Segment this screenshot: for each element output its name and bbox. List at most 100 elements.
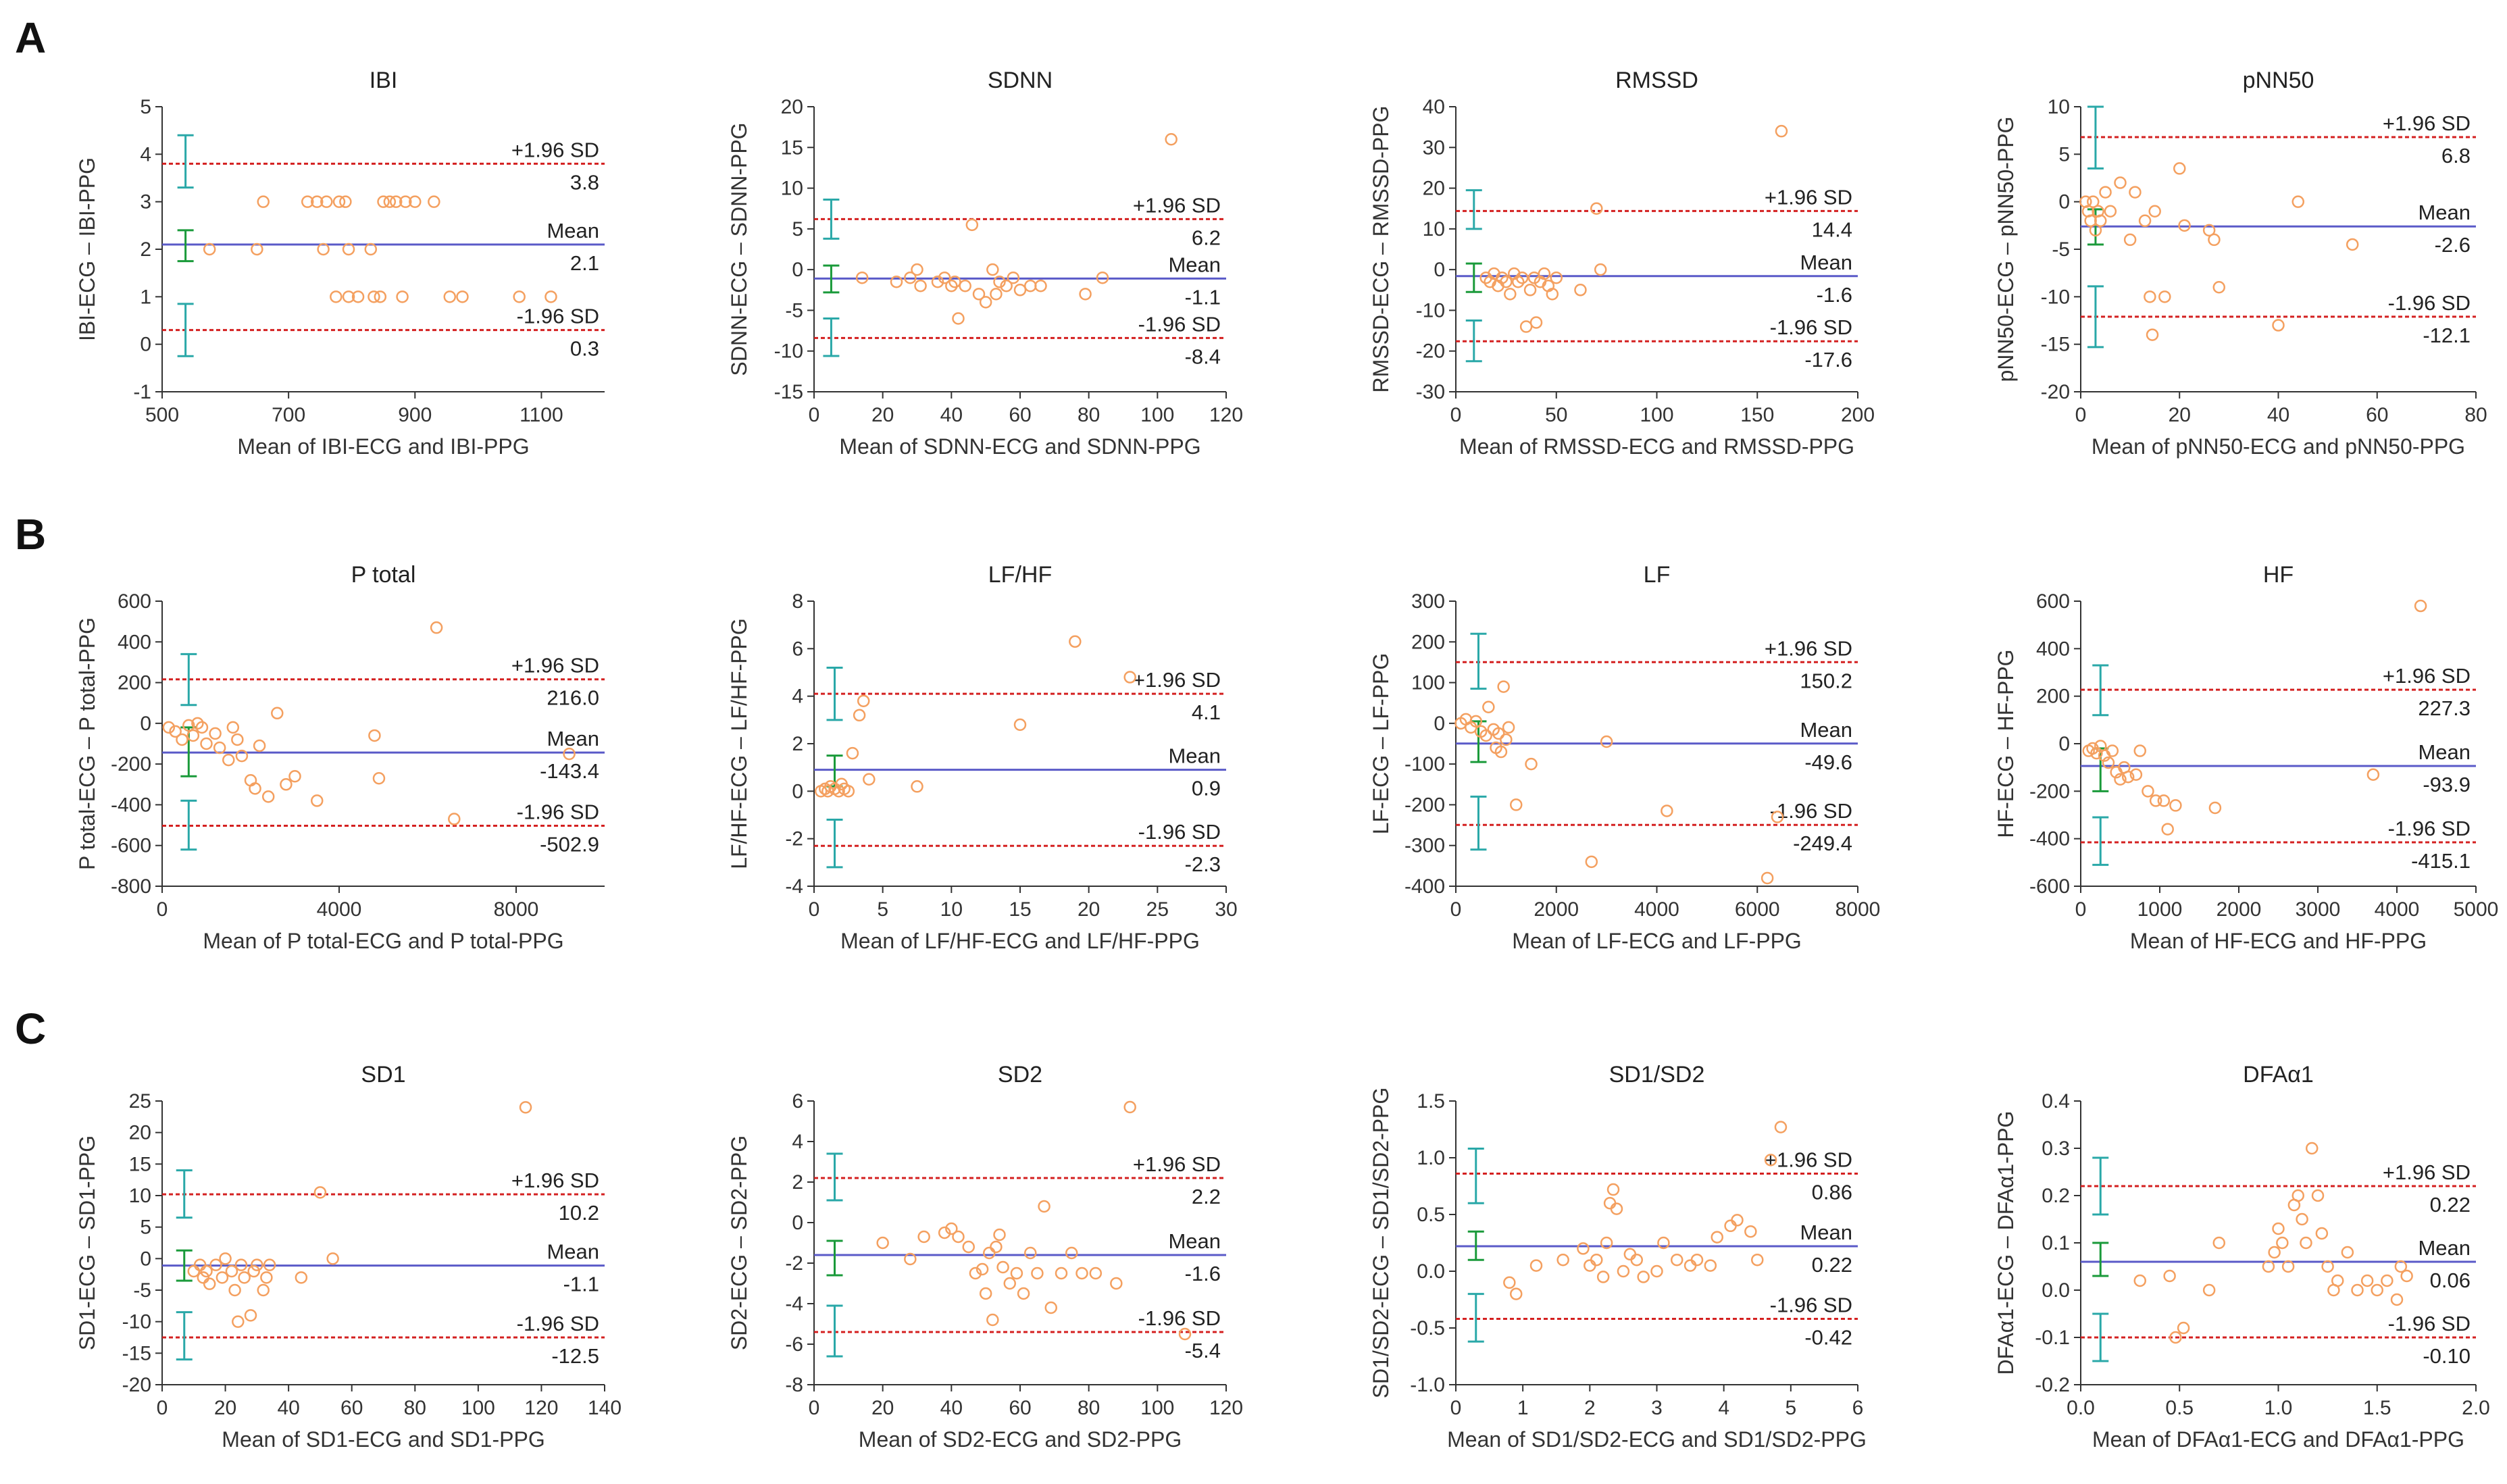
x-tick-label: 0 [2075,404,2087,426]
x-tick-label: 100 [1640,404,1673,426]
data-point [176,733,188,746]
data-point [288,769,301,783]
data-point [1510,798,1523,811]
data-point [225,1264,238,1278]
x-axis-label: Mean of P total-ECG and P total-PPG [203,929,563,953]
data-point [1529,316,1543,329]
data-point [1764,1154,1777,1167]
data-point [1482,700,1495,713]
data-point [2177,1321,2190,1335]
data-point [2133,1274,2146,1287]
data-point [2321,1260,2334,1273]
data-point [519,1101,532,1114]
data-point [311,195,324,208]
data-point [1165,132,1177,146]
x-axis-label: Mean of pNN50-ECG and pNN50-PPG [2092,434,2465,459]
x-tick-label: 0 [1450,898,1462,921]
data-point [904,271,917,284]
y-tick-label: -0.1 [2035,1327,2070,1349]
data-point [990,288,1003,301]
data-point [2202,1283,2216,1297]
y-tick-label: 1.0 [1417,1147,1445,1169]
data-point [280,778,293,791]
data-point [931,275,944,288]
data-point [1010,1266,1023,1280]
data-point [2390,1293,2404,1306]
mean-value: 0.06 [2430,1269,2471,1292]
mean-value: -49.6 [1804,750,1852,774]
data-point [244,1309,257,1322]
plot-rmssd: RMSSD -30 -20 -10 0 10 20 30 40 0 50 100 150 200 Mean … [1369,68,1875,459]
upper-loa-label: +1.96 SD [1765,636,1852,660]
data-point [2149,794,2162,807]
y-tick-label: 0 [1434,259,1445,281]
y-tick-label: 0 [140,1248,151,1270]
data-point [972,288,986,301]
data-point [2291,195,2304,208]
data-point [1003,1277,1016,1290]
plot-title: SD2 [998,1062,1042,1088]
data-point [342,290,355,303]
upper-loa-label: +1.96 SD [511,138,599,161]
data-point [2169,799,2182,812]
data-point [226,721,240,734]
mean-value: -143.4 [540,759,599,783]
data-point [2341,1246,2354,1259]
x-tick-label: 80 [404,1397,426,1419]
data-point [1034,280,1047,292]
y-axis-label: P total-ECG – P total-PPG [75,617,99,870]
x-tick-label: 40 [277,1397,299,1419]
y-tick-label: -15 [774,381,803,403]
data-point [2346,238,2359,251]
x-tick-label: 60 [340,1397,363,1419]
data-point [222,753,235,767]
y-tick-label: 0 [792,780,803,802]
x-tick-label: 0 [2075,898,2087,921]
y-tick-label: 4 [792,686,803,708]
x-tick-label: 2 [1584,1397,1596,1419]
y-tick-label: 6 [792,638,803,660]
y-tick-label: 10 [129,1185,151,1207]
y-tick-label: -15 [122,1342,151,1364]
plot-title: SDNN [988,68,1053,93]
data-point [2102,756,2115,769]
x-tick-label: 140 [588,1397,622,1419]
data-point [364,242,378,256]
y-tick-label: -400 [2029,828,2070,850]
y-tick-label: 400 [2036,638,2070,660]
y-tick-label: -15 [2041,334,2070,356]
data-point [251,242,263,256]
y-tick-label: -20 [122,1374,151,1396]
data-point [979,1287,992,1300]
x-tick-label: 15 [1009,898,1031,921]
x-tick-label: 100 [1140,1397,1174,1419]
y-tick-label: -10 [2041,286,2070,308]
x-tick-label: 1000 [2137,898,2183,921]
upper-loa-label: +1.96 SD [2383,1160,2471,1184]
mean-label: Mean [1800,1221,1852,1244]
data-point [1178,1327,1192,1341]
mean-label: Mean [547,1240,599,1264]
upper-loa-value: 3.8 [570,170,599,194]
x-tick-label: 40 [940,404,963,426]
x-tick-label: 20 [871,1397,894,1419]
x-tick-label: 50 [1545,404,1567,426]
data-point [1055,1266,1068,1280]
data-point [2305,1142,2319,1155]
lower-loa-label: -1.96 SD [517,305,599,328]
data-point [1469,715,1482,728]
data-point [1630,1253,1643,1266]
lower-loa-value: -0.42 [1804,1326,1852,1350]
x-tick-label: 0.0 [2067,1397,2095,1419]
data-point [1724,1219,1737,1233]
x-tick-label: 700 [272,404,305,426]
data-point [990,1240,1003,1254]
y-tick-label: -200 [2029,780,2070,802]
plot-dfa: DFAα1 -0.2 -0.1 0.0 0.1 0.2 0.3 0.4 0.0 0.5 1.0 1.5… [1994,1062,2490,1452]
x-axis-label: Mean of SD2-ECG and SD2-PPG [859,1427,1182,1452]
data-point [203,1277,216,1290]
mean-label: Mean [1168,253,1221,276]
data-point [986,1313,999,1327]
